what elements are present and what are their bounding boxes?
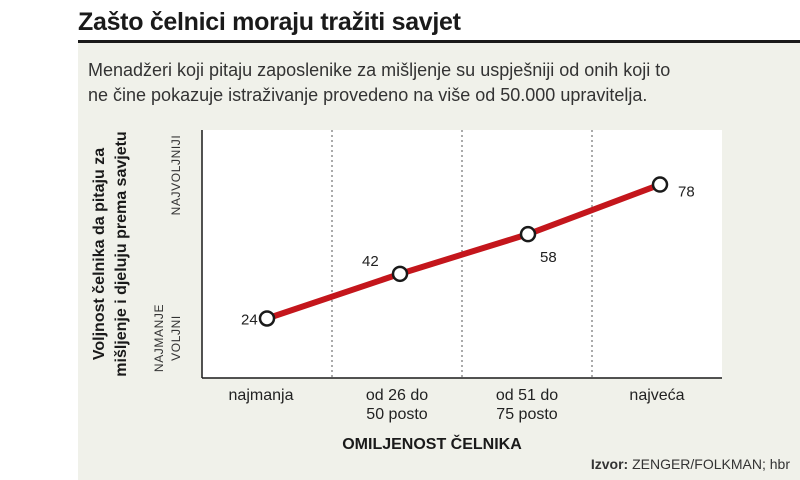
data-label-3: 58	[540, 249, 557, 266]
data-point-2	[391, 265, 409, 283]
data-point-3	[519, 225, 537, 243]
y-axis-title-line-1: Voljnost čelnika da pitaju za	[91, 148, 108, 360]
data-point-1	[258, 310, 276, 327]
data-label-4: 78	[678, 184, 695, 201]
subtitle-line-1: Menadžeri koji pitaju zaposlenike za miš…	[88, 60, 671, 80]
title-rule	[78, 40, 800, 43]
x-tick-label-2-line-2: 50 posto	[366, 406, 427, 423]
data-label-1: 24	[241, 311, 258, 328]
series-line	[264, 181, 663, 322]
source-text: ZENGER/FOLKMAN; hbr	[632, 456, 790, 472]
data-label-2: 42	[362, 253, 379, 270]
y-axis-title-line-2: mišljenje i djeluju prema savjetu	[113, 131, 130, 376]
x-tick-label-1-line-1: najmanja	[229, 387, 294, 404]
x-tick-label-4-line-1: najveća	[629, 387, 684, 404]
y-top-label: NAJVOLJNIJI	[169, 135, 183, 216]
data-point-4	[651, 176, 669, 193]
y-bottom-label-line-2: VOLJNI	[169, 315, 183, 361]
subtitle-line-2: ne čine pokazuje istraživanje provedeno …	[88, 85, 648, 105]
page-title: Zašto čelnici moraju tražiti savjet	[78, 8, 461, 36]
subtitle: Menadžeri koji pitaju zaposlenike za miš…	[88, 58, 788, 108]
y-bottom-label-line-1: NAJMANJE	[152, 304, 166, 372]
source-credit: Izvor: ZENGER/FOLKMAN; hbr	[591, 456, 790, 472]
x-tick-label-3-line-2: 75 posto	[496, 406, 557, 423]
x-tick-label-3-line-1: od 51 do	[496, 387, 558, 404]
source-label: Izvor:	[590, 456, 629, 472]
x-tick-label-2-line-1: od 26 do	[366, 387, 428, 404]
x-axis-title: OMILJENOST ČELNIKA	[342, 434, 522, 453]
